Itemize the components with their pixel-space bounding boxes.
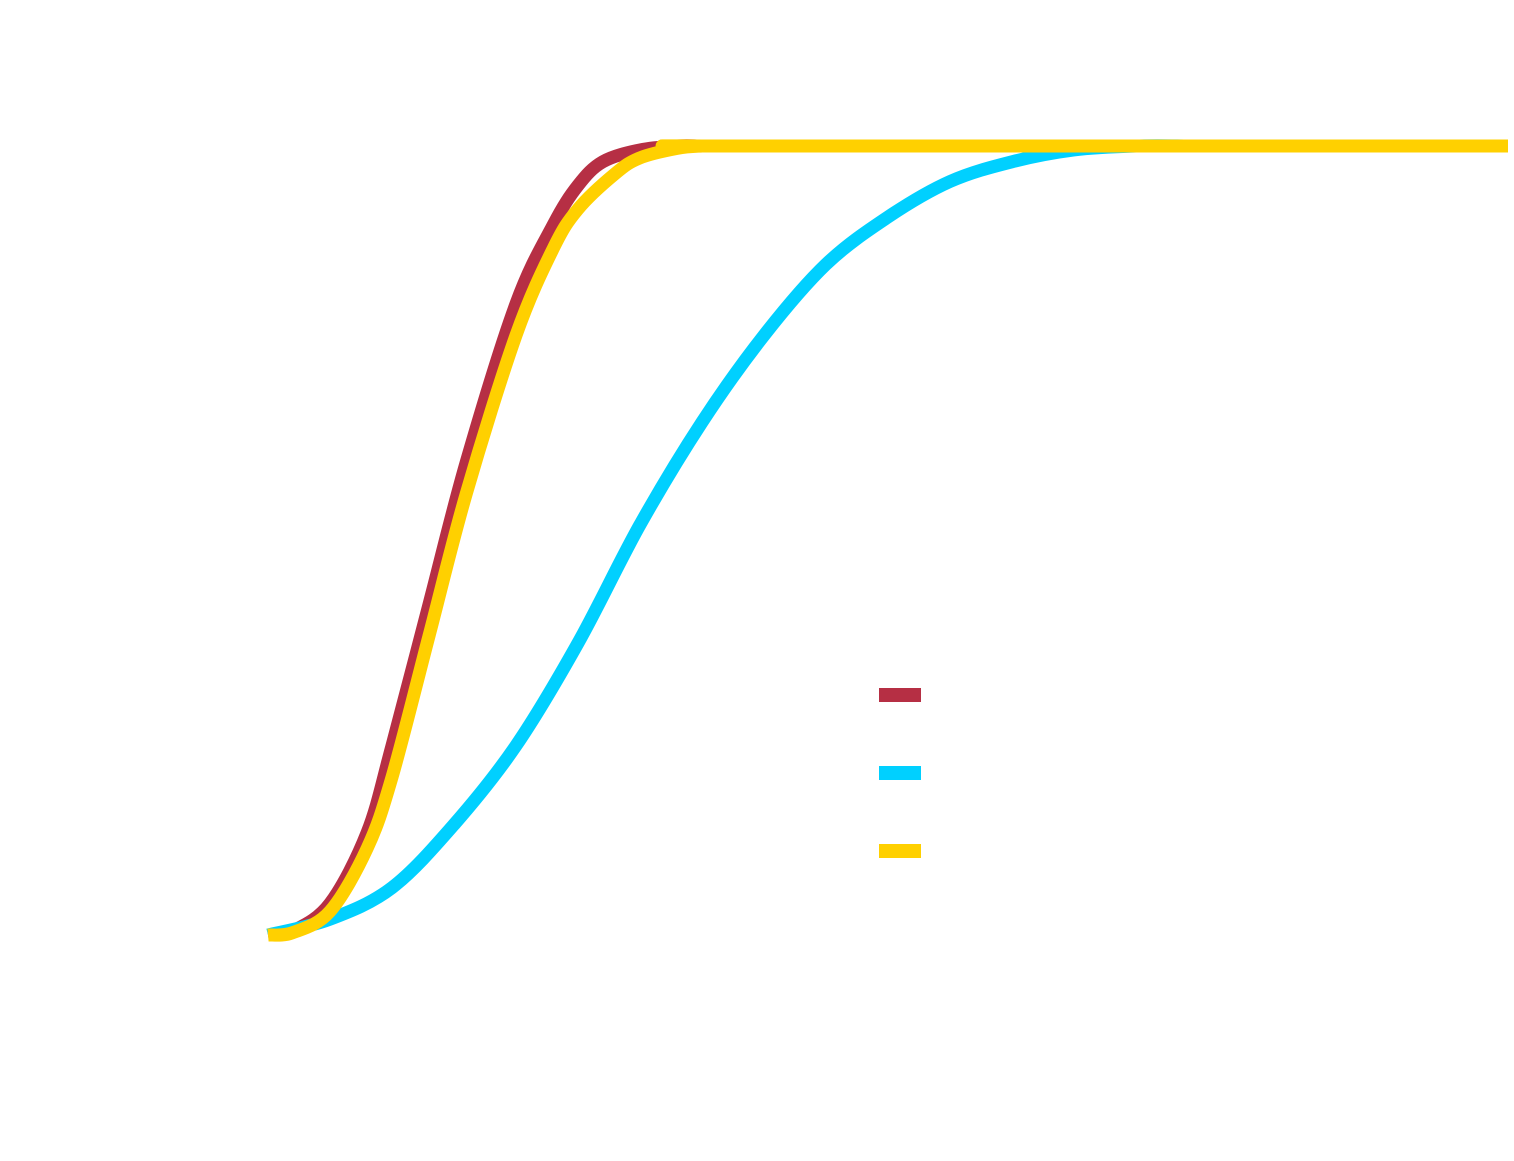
plot-area: [266, 139, 1508, 942]
legend: [879, 688, 921, 858]
legend-swatch-1: [879, 688, 921, 702]
legend-swatch-2: [879, 766, 921, 780]
legend-swatch-3: [879, 844, 921, 858]
series-line-3: [267, 139, 1508, 942]
